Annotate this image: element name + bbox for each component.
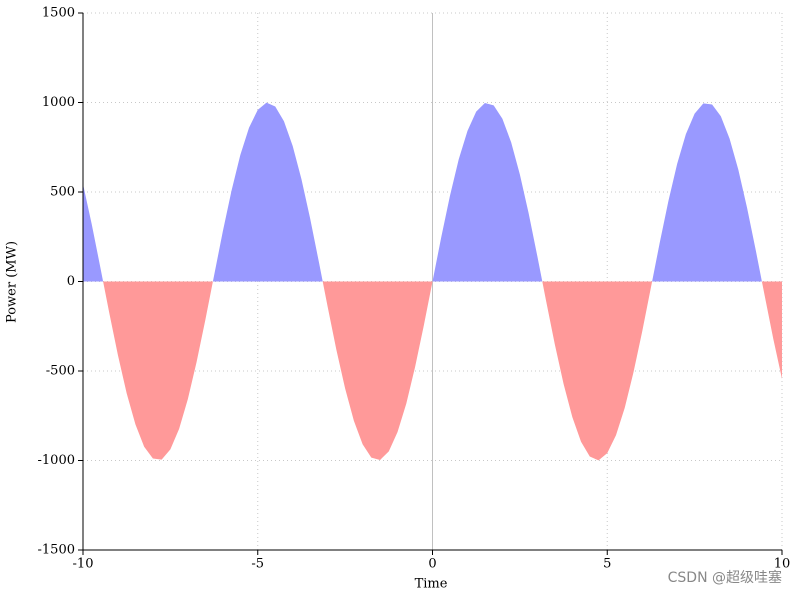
- y-tick-label: -1500: [38, 543, 75, 558]
- x-tick-label: 0: [428, 557, 436, 572]
- y-tick-label: 500: [50, 185, 75, 200]
- y-tick-label: 1500: [42, 6, 75, 21]
- y-tick-label: 0: [67, 274, 75, 289]
- x-tick-label: 5: [603, 557, 611, 572]
- y-tick-label: -500: [46, 364, 75, 379]
- x-axis-label: Time: [415, 577, 448, 592]
- y-tick-label: -1000: [38, 453, 75, 468]
- y-tick-label: 1000: [42, 95, 75, 110]
- x-tick-label: -10: [73, 557, 94, 572]
- x-tick-label: -5: [251, 557, 264, 572]
- negative-area: [83, 281, 782, 461]
- watermark: CSDN @超级哇塞: [668, 569, 782, 586]
- x-tick-label: 10: [774, 557, 790, 572]
- y-axis-label: Power (MW): [5, 241, 20, 323]
- axes: [82, 13, 782, 551]
- positive-area: [83, 102, 782, 282]
